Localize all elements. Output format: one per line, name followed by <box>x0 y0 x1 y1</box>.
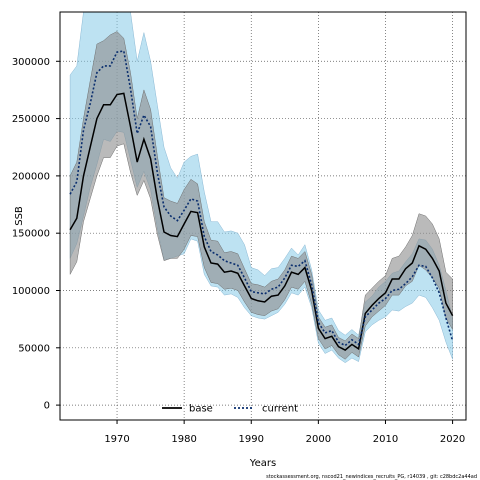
x-tick-label: 1990 <box>239 434 264 445</box>
footnote: stockassessment.org, nscod21_newindices_… <box>266 474 477 480</box>
x-tick-label: 2020 <box>440 434 465 445</box>
y-tick-label: 150000 <box>12 229 50 240</box>
x-tick-label: 1970 <box>104 434 129 445</box>
x-tick-label: 2000 <box>306 434 331 445</box>
x-axis-title: Years <box>249 458 276 469</box>
y-axis: 0 50000 100000 150000 200000 250000 300000 <box>12 57 60 412</box>
y-tick-label: 50000 <box>18 343 50 354</box>
y-tick-label: 250000 <box>12 114 50 125</box>
series-lines <box>69 50 454 351</box>
x-tick-label: 2010 <box>373 434 398 445</box>
y-axis-title: SSB <box>14 206 25 226</box>
line-base <box>69 92 454 351</box>
y-tick-label: 300000 <box>12 57 50 68</box>
x-tick-label: 1980 <box>171 434 196 445</box>
legend-current-label: current <box>262 404 298 415</box>
y-tick-label: 200000 <box>12 171 50 182</box>
y-tick-label: 100000 <box>12 286 50 297</box>
legend-base-label: base <box>189 404 213 415</box>
x-axis: 1970 1980 1990 2000 2010 2020 <box>104 420 465 445</box>
confidence-bands <box>69 12 453 364</box>
line-current <box>69 50 454 347</box>
legend: base current <box>162 404 298 415</box>
plot-frame <box>59 11 467 421</box>
y-tick-label: 0 <box>44 401 50 412</box>
